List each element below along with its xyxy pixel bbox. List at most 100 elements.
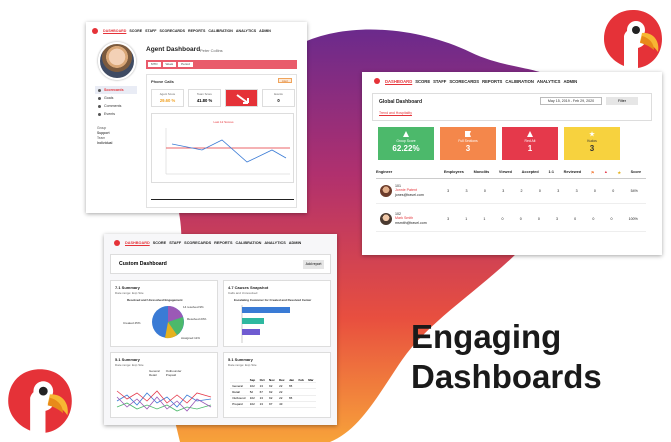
series-line — [116, 390, 212, 404]
line-chart — [165, 128, 290, 175]
star-icon — [589, 131, 595, 137]
summary-line-panel: 5.1 Summary Date range: Exp Site General… — [110, 352, 218, 418]
top-nav: DASHBOARD SCORE STAFF SCORECARDS REPORTS… — [114, 240, 301, 246]
menu-scorecards[interactable]: Scorecards — [95, 86, 137, 94]
nav-scorecards[interactable]: SCORECARDS — [184, 241, 212, 245]
warning-icon — [403, 131, 409, 137]
series-line — [116, 402, 212, 412]
nav-staff[interactable]: STAFF — [169, 241, 182, 245]
nav-scorecards[interactable]: SCORECARDS — [159, 29, 186, 33]
period-tabs: MTD Week Period — [146, 60, 297, 69]
parrot-logo — [604, 10, 662, 68]
headline: Engaging Dashboards — [411, 317, 602, 397]
chart-title: Last 12 Scores — [213, 120, 234, 124]
kpi-agent-score: Agent Score 29.60 % — [151, 89, 184, 107]
menu-comments[interactable]: Comments — [95, 102, 137, 110]
tab-week[interactable]: Week — [162, 62, 177, 67]
nav-analytics[interactable]: ANALYTICS — [536, 78, 561, 84]
causes-bar-panel: 4.7 Causes Snapshot Calls and Unresolved… — [223, 280, 331, 347]
kpi-team-score: Team Score 41.80 % — [188, 89, 221, 107]
table-row: General 102 13 92 22 65 — [230, 382, 316, 390]
trend-link[interactable]: Trend and Hospitality — [379, 111, 412, 115]
summary-table-panel: 5.1 Summary Date range: Exp Site Sep Oct N… — [223, 352, 331, 418]
top-nav: DASHBOARD SCORE STAFF SCORECARDS REPORTS… — [374, 78, 577, 84]
nav-scorecards[interactable]: SCORECARDS — [449, 78, 480, 84]
add-report-button[interactable]: Add report — [303, 260, 324, 269]
phone-calls-panel: Phone Calls Alert Agent Score 29.60 % Tea… — [146, 74, 297, 208]
alert-icon — [527, 131, 533, 137]
nav-reports[interactable]: REPORTS — [482, 78, 503, 84]
table-row: Retail 52 67 92 22 — [230, 388, 316, 396]
nav-admin[interactable]: ADMIN — [288, 241, 302, 245]
kpi-events: Events 0 — [262, 89, 295, 107]
multi-line-chart — [116, 390, 212, 412]
nav-dashboard[interactable]: DASHBOARD — [125, 241, 150, 245]
flag-icon — [465, 131, 471, 137]
agent-dashboard-screenshot: DASHBOARD SCORE STAFF SCORECARDS REPORTS… — [86, 22, 307, 213]
agent-name: Peter Collins — [200, 48, 223, 53]
custom-header: Custom Dashboard Add report — [110, 254, 331, 274]
trend-down-icon — [236, 94, 249, 104]
alert-icon: ▲ — [603, 170, 608, 174]
nav-calibration[interactable]: CALIBRATION — [235, 241, 262, 245]
global-header: Global Dashboard May 15, 2019 - Feb 29, … — [372, 93, 652, 121]
nav-score[interactable]: SCORE — [152, 241, 167, 245]
nav-analytics[interactable]: ANALYTICS — [264, 241, 286, 245]
nav-dashboard[interactable]: DASHBOARD — [385, 78, 413, 84]
headline-line-2: Dashboards — [411, 358, 602, 395]
nav-dashboard[interactable]: DASHBOARD — [103, 29, 127, 33]
nav-reports[interactable]: REPORTS — [214, 241, 233, 245]
scorecard-icon — [98, 88, 101, 92]
table-row: Prepaid 102 13 97 43 — [230, 401, 316, 408]
nav-calibration[interactable]: CALIBRATION — [505, 78, 534, 84]
nav-calibration[interactable]: CALIBRATION — [208, 29, 233, 33]
top-nav: DASHBOARD SCORE STAFF SCORECARDS REPORTS… — [92, 28, 271, 34]
series-line — [116, 396, 212, 412]
tab-period[interactable]: Period — [178, 62, 193, 67]
score-line — [171, 139, 287, 163]
tile-full-sections[interactable]: Full Sections 3 — [440, 127, 496, 160]
bar — [242, 329, 260, 335]
tile-kudos[interactable]: Kudos 3 — [564, 127, 620, 160]
tile-group-score[interactable]: Group Score 62.22% — [378, 127, 434, 160]
tab-mtd[interactable]: MTD — [148, 62, 161, 67]
nav-analytics[interactable]: ANALYTICS — [235, 29, 257, 33]
engineer-table-header: Engineer Employees Monolits Viewed Accep… — [376, 170, 646, 179]
comment-icon — [98, 104, 101, 108]
bar-chart — [241, 305, 290, 343]
nav-score[interactable]: SCORE — [415, 78, 431, 84]
tile-red-alert[interactable]: Red Alt 1 — [502, 127, 558, 160]
star-icon: ★ — [617, 171, 621, 175]
nav-staff[interactable]: STAFF — [433, 78, 447, 84]
summary-table: Sep Oct Nov Dec Jan Feb Mar General 102 13 92 22 65… — [230, 377, 316, 408]
headline-line-1: Engaging — [411, 318, 562, 355]
nav-score[interactable]: SCORE — [129, 29, 143, 33]
summary-pie-panel: 7.1 Summary Date range: Exp Site Resolve… — [110, 280, 218, 347]
custom-dashboard-screenshot: DASHBOARD SCORE STAFF SCORECARDS REPORTS… — [104, 234, 337, 425]
nav-admin[interactable]: ADMIN — [563, 78, 578, 84]
goal-icon — [98, 96, 101, 100]
menu-events[interactable]: Events — [95, 110, 137, 118]
table-row: Outbound 102 13 92 22 65 — [230, 395, 316, 402]
nav-admin[interactable]: ADMIN — [259, 29, 271, 33]
scores-table — [151, 199, 294, 207]
date-range-picker[interactable]: May 15, 2019 - Feb 29, 2020 — [540, 97, 602, 105]
menu-goals[interactable]: Goals — [95, 94, 137, 102]
alert-badge[interactable]: Alert — [278, 78, 292, 83]
avatar — [380, 212, 392, 225]
global-dashboard-screenshot: DASHBOARD SCORE STAFF SCORECARDS REPORTS… — [362, 72, 662, 255]
bar — [242, 318, 264, 324]
page-title: Custom Dashboard — [119, 261, 167, 267]
agent-meta: Group Support Team Individual — [97, 126, 113, 145]
avatar — [98, 42, 136, 80]
filter-button[interactable]: Filter — [606, 97, 638, 105]
nav-staff[interactable]: STAFF — [145, 29, 157, 33]
nav-reports[interactable]: REPORTS — [188, 29, 206, 33]
section-title: Phone Calls — [151, 79, 174, 84]
bar — [242, 307, 290, 313]
page-title: Agent Dashboard — [146, 46, 201, 53]
parrot-logo — [8, 369, 72, 433]
